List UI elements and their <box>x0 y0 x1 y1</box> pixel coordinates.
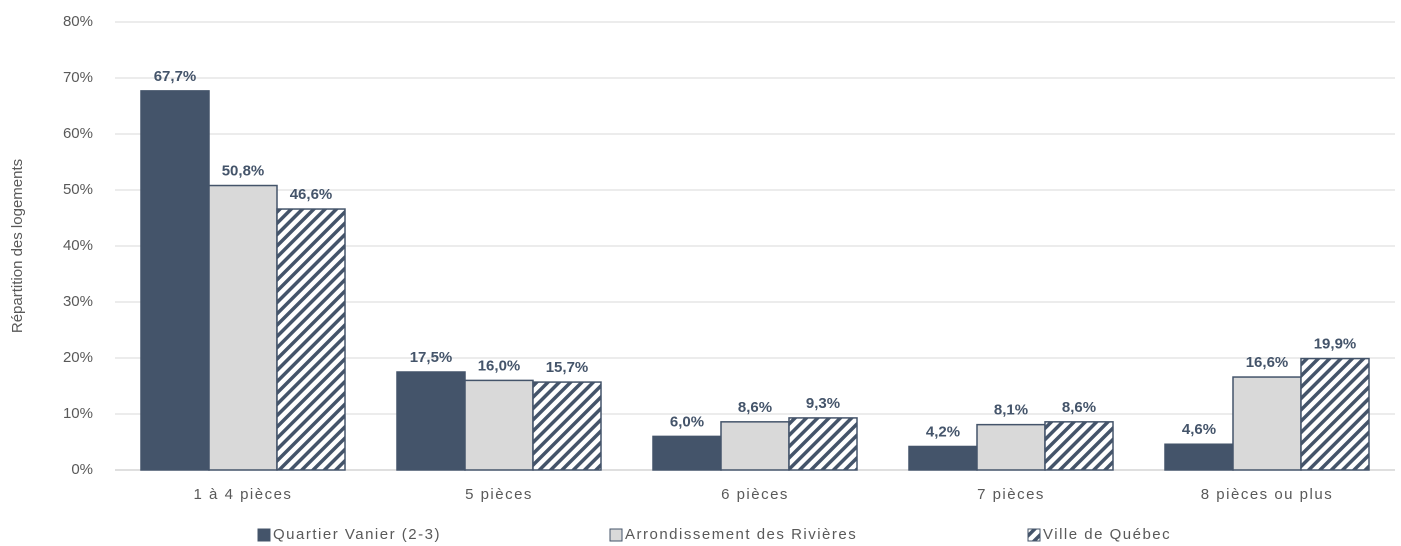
bar <box>140 90 210 471</box>
y-axis-label: Répartition des logements <box>9 159 26 333</box>
bar <box>976 423 1046 471</box>
value-label: 15,7% <box>546 359 589 376</box>
bar <box>788 417 858 471</box>
value-label: 16,0% <box>478 357 521 374</box>
value-label: 4,2% <box>926 423 960 440</box>
x-tick-label: 1 à 4 pièces <box>194 486 293 503</box>
value-label: 8,1% <box>994 402 1028 419</box>
value-label: 6,0% <box>670 413 704 430</box>
value-label: 46,6% <box>290 186 333 203</box>
value-label: 17,5% <box>410 349 453 366</box>
bar <box>532 381 602 471</box>
y-tick-label: 40% <box>63 237 93 254</box>
x-tick-label: 7 pièces <box>977 486 1045 503</box>
y-tick-label: 20% <box>63 349 93 366</box>
legend-swatch <box>1027 528 1041 542</box>
value-label: 8,6% <box>1062 399 1096 416</box>
y-tick-label: 0% <box>71 461 93 478</box>
legend-swatch <box>609 528 623 542</box>
value-label: 4,6% <box>1182 421 1216 438</box>
bar <box>276 208 346 471</box>
y-tick-label: 10% <box>63 405 93 422</box>
y-tick-label: 60% <box>63 125 93 142</box>
y-tick-label: 30% <box>63 293 93 310</box>
value-label: 19,9% <box>1314 336 1357 353</box>
bar <box>1232 376 1302 471</box>
y-tick-label: 80% <box>63 13 93 30</box>
value-label: 8,6% <box>738 399 772 416</box>
bar <box>1164 443 1234 471</box>
value-label: 9,3% <box>806 395 840 412</box>
legend-label: Ville de Québec <box>1043 526 1171 543</box>
legend-label: Quartier Vanier (2-3) <box>273 526 441 543</box>
x-tick-label: 6 pièces <box>721 486 789 503</box>
x-tick-label: 5 pièces <box>465 486 533 503</box>
value-label: 67,7% <box>154 68 197 85</box>
legend-label: Arrondissement des Rivières <box>625 526 857 543</box>
legend-swatch <box>257 528 271 542</box>
bar <box>652 435 722 471</box>
bar <box>1300 357 1370 471</box>
bar <box>720 421 790 471</box>
x-tick-label: 8 pièces ou plus <box>1201 486 1333 503</box>
value-label: 16,6% <box>1246 354 1289 371</box>
value-label: 50,8% <box>222 162 265 179</box>
bar <box>464 379 534 471</box>
y-tick-label: 70% <box>63 69 93 86</box>
y-tick-label: 50% <box>63 181 93 198</box>
bar <box>908 445 978 471</box>
bar <box>1044 421 1114 471</box>
bar <box>208 184 278 471</box>
bar <box>396 371 466 471</box>
